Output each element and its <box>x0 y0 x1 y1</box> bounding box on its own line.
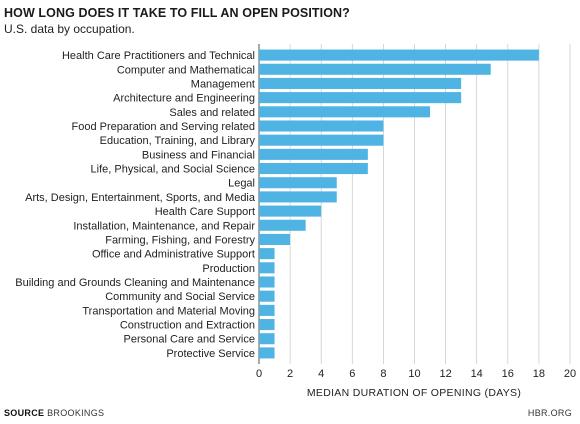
category-label: Computer and Mathematical <box>117 64 255 76</box>
x-tick-label: 20 <box>564 368 576 380</box>
category-label: Personal Care and Service <box>124 334 255 346</box>
category-label: Production <box>202 263 255 275</box>
bar <box>259 333 275 345</box>
source-note: SOURCE BROOKINGS <box>4 408 104 418</box>
category-label: Farming, Fishing, and Forestry <box>105 234 255 246</box>
bar <box>259 262 275 274</box>
x-tick-label: 12 <box>439 368 451 380</box>
category-label: Life, Physical, and Social Science <box>91 164 255 176</box>
bar <box>259 290 275 302</box>
category-label: Community and Social Service <box>105 291 255 303</box>
x-tick-label: 16 <box>502 368 514 380</box>
bar <box>259 191 337 203</box>
category-label: Sales and related <box>169 107 255 119</box>
bar <box>259 219 306 231</box>
x-tick-label: 18 <box>533 368 545 380</box>
category-label: Installation, Maintenance, and Repair <box>73 220 255 232</box>
category-label: Management <box>191 78 255 90</box>
category-label: Arts, Design, Entertainment, Sports, and… <box>25 192 256 204</box>
x-tick-label: 6 <box>349 368 355 380</box>
chart-title: HOW LONG DOES IT TAKE TO FILL AN OPEN PO… <box>4 6 350 20</box>
category-label: Office and Administrative Support <box>92 249 255 261</box>
x-tick-label: 4 <box>318 368 324 380</box>
source-value: BROOKINGS <box>47 408 105 418</box>
source-label: SOURCE <box>4 408 45 418</box>
category-label: Business and Financial <box>142 149 255 161</box>
bar <box>259 177 337 189</box>
bar <box>259 233 291 245</box>
bar <box>259 319 275 331</box>
bar <box>259 92 462 104</box>
bar <box>259 163 368 175</box>
bar <box>259 134 384 146</box>
bar <box>259 347 275 359</box>
x-tick-label: 8 <box>380 368 386 380</box>
bars <box>259 49 539 359</box>
bar <box>259 63 491 75</box>
category-label: Food Preparation and Serving related <box>72 121 255 133</box>
bar <box>259 120 384 132</box>
bar <box>259 148 368 160</box>
category-label: Architecture and Engineering <box>113 93 255 105</box>
x-tick-label: 10 <box>408 368 420 380</box>
chart-subtitle: U.S. data by occupation. <box>4 22 135 36</box>
category-label: Education, Training, and Library <box>100 135 256 147</box>
bar <box>259 205 322 217</box>
brand-label: HBR.ORG <box>527 408 572 418</box>
category-label: Legal <box>228 178 255 190</box>
bar <box>259 276 275 288</box>
x-tick-labels: 0 2 4 6 8 10 12 14 16 18 20 <box>256 368 576 380</box>
category-label: Transportation and Material Moving <box>82 305 255 317</box>
category-labels: Health Care Practitioners and Technical C… <box>15 50 256 360</box>
bar <box>259 77 462 89</box>
bar <box>259 304 275 316</box>
category-label: Health Care Practitioners and Technical <box>62 50 255 62</box>
category-label: Building and Grounds Cleaning and Mainte… <box>15 277 255 289</box>
category-label: Construction and Extraction <box>120 320 255 332</box>
x-tick-label: 2 <box>287 368 293 380</box>
category-label: Health Care Support <box>155 206 255 218</box>
x-tick-label: 0 <box>256 368 262 380</box>
gridlines <box>258 44 571 364</box>
bar <box>259 49 539 61</box>
category-label: Protective Service <box>166 348 255 360</box>
x-axis-title: MEDIAN DURATION OF OPENING (DAYS) <box>307 387 521 399</box>
bar <box>259 106 431 118</box>
x-tick-label: 14 <box>471 368 483 380</box>
bar <box>259 248 275 260</box>
